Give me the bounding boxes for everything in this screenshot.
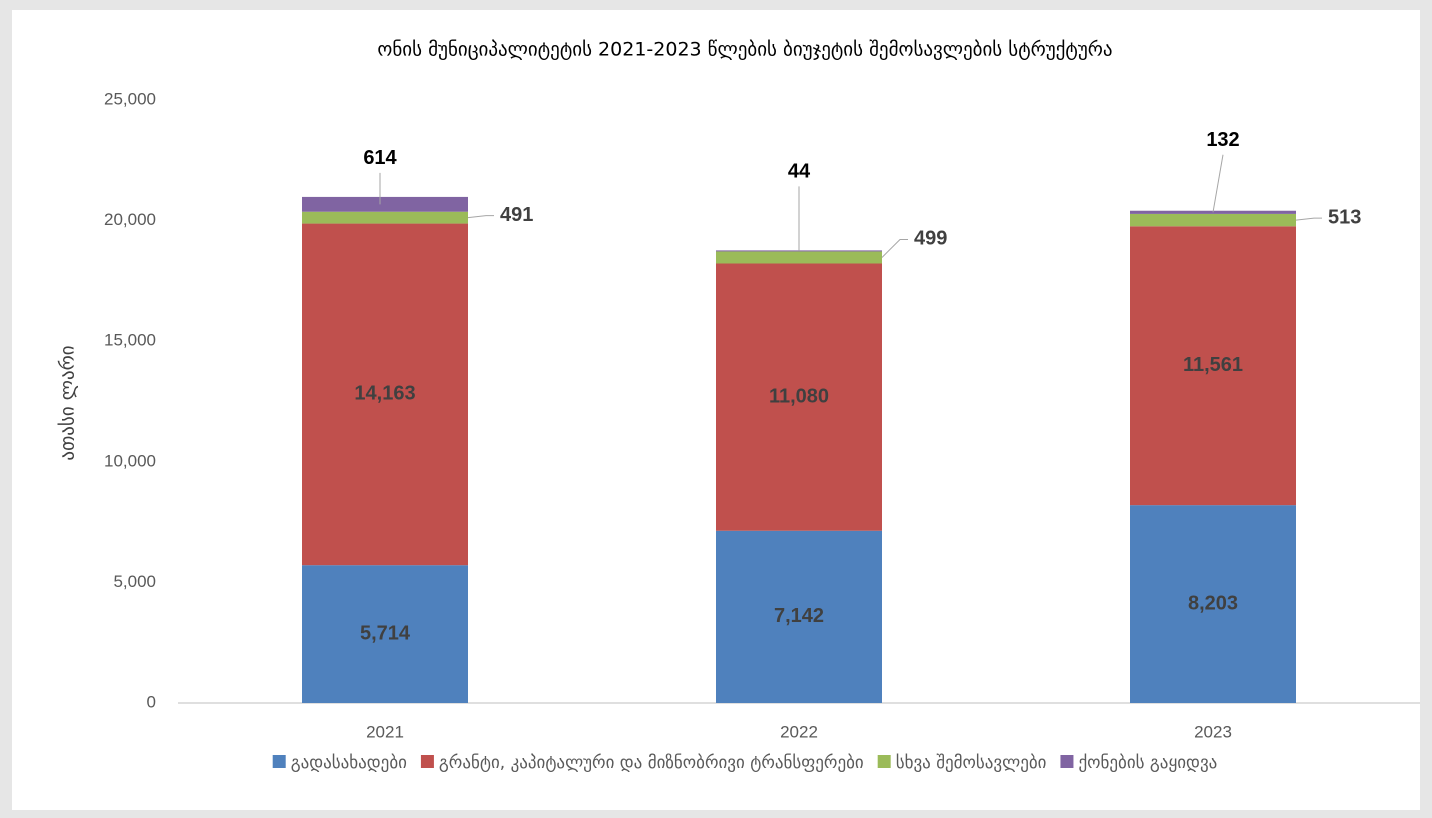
leader-line <box>467 215 494 219</box>
y-tick-label: 20,000 <box>104 210 156 229</box>
bar-segment <box>302 196 468 212</box>
data-label: 11,561 <box>1183 354 1243 376</box>
legend-swatch <box>877 755 891 768</box>
data-label: 8,203 <box>1188 592 1238 614</box>
data-label: 7,142 <box>774 605 824 627</box>
x-tick-label: 2022 <box>780 722 818 741</box>
chart-title: ონის მუნიციპალიტეტის 2021-2023 წლების ბი… <box>377 39 1112 61</box>
y-tick-label: 15,000 <box>104 331 156 350</box>
legend-swatch <box>420 755 434 768</box>
y-axis-title: ათასი ლარი <box>57 345 79 460</box>
bar-segment <box>716 263 882 531</box>
bar-segment <box>1130 213 1296 227</box>
x-tick-label: 2021 <box>366 722 404 741</box>
legend-swatch <box>1060 755 1074 768</box>
y-tick-label: 10,000 <box>104 451 156 470</box>
data-label: 491 <box>500 204 533 226</box>
data-label: 614 <box>363 147 397 169</box>
x-tick-label: 2023 <box>1194 722 1232 741</box>
bar-segment <box>302 211 468 224</box>
data-label: 14,163 <box>354 383 415 405</box>
legend-label: ქონების გაყიდვა <box>1078 753 1217 773</box>
leader-line <box>881 238 908 258</box>
leader-line <box>1212 154 1224 213</box>
bar-segment <box>1130 505 1296 703</box>
data-label: 132 <box>1206 129 1239 151</box>
y-tick-label: 25,000 <box>104 89 156 108</box>
bar-segment <box>302 565 468 703</box>
y-tick-label: 0 <box>147 692 156 711</box>
data-label: 11,080 <box>769 385 829 407</box>
legend-label: გადასახადები <box>291 753 407 773</box>
data-label: 44 <box>788 161 811 183</box>
data-label: 5,714 <box>360 622 411 644</box>
bar-segment <box>1130 226 1296 506</box>
legend-label: გრანტი, კაპიტალური და მიზნობრივი ტრანსფე… <box>439 753 864 773</box>
bar-segment <box>302 223 468 566</box>
leader-line <box>1295 217 1322 221</box>
legend-swatch <box>272 755 286 768</box>
bar-segment <box>716 251 882 264</box>
data-label: 499 <box>914 228 947 250</box>
y-tick-label: 5,000 <box>113 572 156 591</box>
bar-segment <box>716 530 882 703</box>
legend-label: სხვა შემოსავლები <box>896 753 1047 773</box>
data-label: 513 <box>1328 206 1361 228</box>
